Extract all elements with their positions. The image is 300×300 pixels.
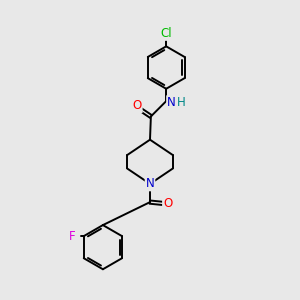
Text: N: N	[167, 96, 176, 109]
Text: O: O	[163, 197, 172, 210]
Text: H: H	[177, 96, 186, 109]
Text: N: N	[146, 177, 154, 190]
Text: O: O	[132, 99, 142, 112]
Text: Cl: Cl	[160, 27, 172, 40]
Text: F: F	[69, 230, 76, 243]
